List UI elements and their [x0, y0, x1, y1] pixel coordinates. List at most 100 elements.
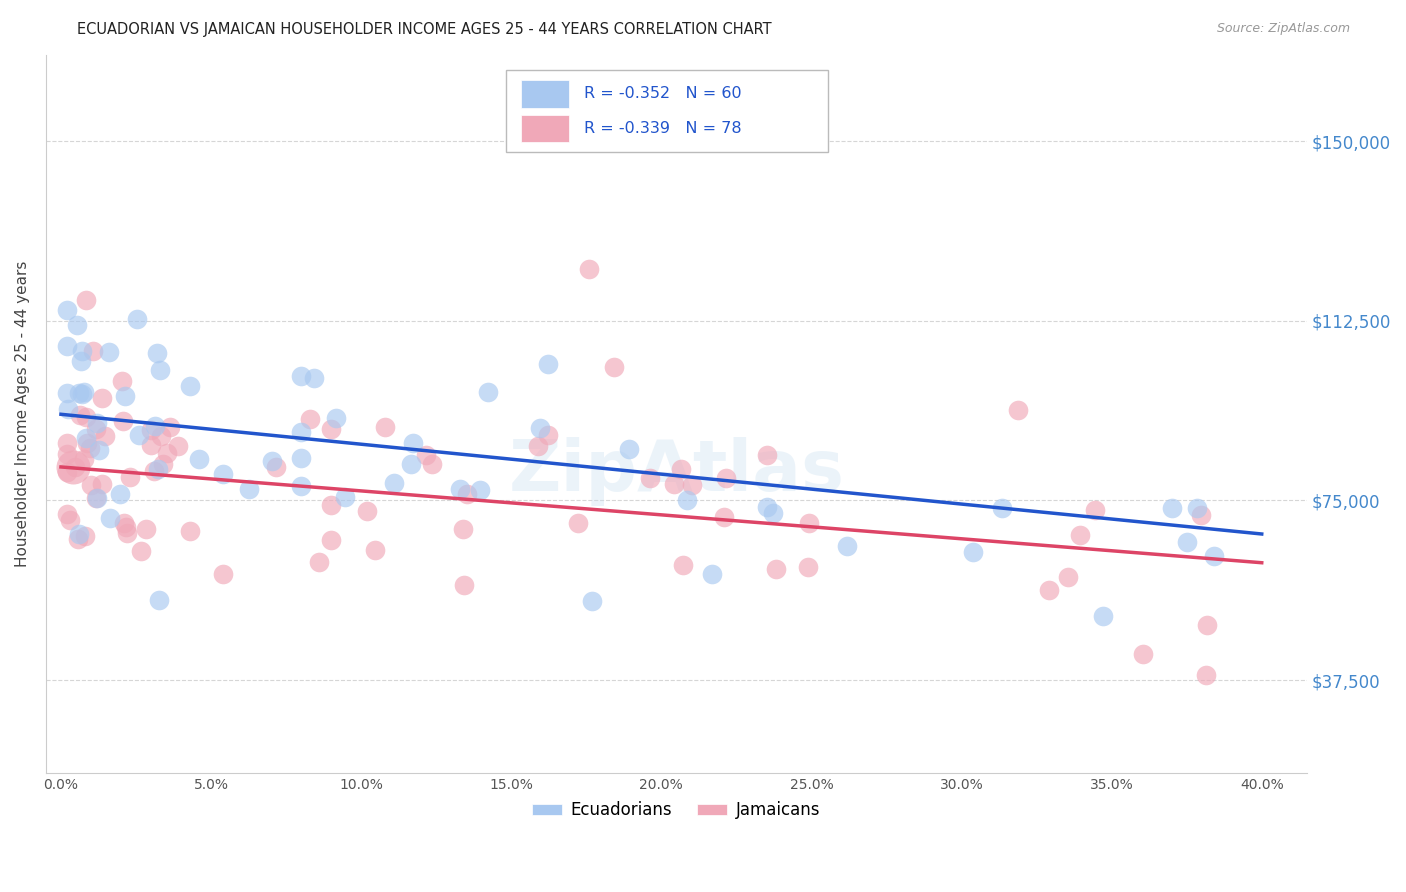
Point [797, 516, 820, 530]
Point [63, 460, 86, 475]
Point [420, 458, 443, 472]
Y-axis label: Householder Income Ages 25 - 44 years: Householder Income Ages 25 - 44 years [15, 261, 30, 567]
Point [211, 467, 233, 481]
Text: Source: ZipAtlas.com: Source: ZipAtlas.com [1216, 22, 1350, 36]
Point [139, 423, 162, 437]
Point [79, 441, 101, 455]
Point [567, 516, 589, 530]
Point [73, 385, 96, 400]
Point [167, 439, 190, 453]
Point [1187, 500, 1209, 515]
Point [66, 318, 89, 332]
Point [290, 368, 312, 383]
Point [290, 425, 312, 439]
Point [97, 344, 120, 359]
Point [333, 490, 356, 504]
Point [1189, 508, 1212, 523]
Point [1195, 667, 1218, 681]
Point [536, 357, 558, 371]
Point [67, 533, 90, 547]
Point [290, 479, 312, 493]
Point [298, 412, 321, 426]
Point [364, 543, 387, 558]
Point [1069, 528, 1091, 542]
Point [468, 483, 491, 497]
Text: ZipAtlas: ZipAtlas [509, 437, 845, 507]
Point [1057, 570, 1080, 584]
Point [537, 428, 560, 442]
Point [765, 562, 787, 576]
Point [135, 522, 157, 536]
Point [529, 420, 551, 434]
Point [110, 487, 132, 501]
FancyBboxPatch shape [506, 70, 828, 153]
Point [73, 452, 96, 467]
Point [56, 303, 79, 318]
FancyBboxPatch shape [522, 115, 569, 142]
Point [72, 344, 94, 359]
Point [56, 447, 79, 461]
Point [143, 464, 166, 478]
Point [91, 477, 114, 491]
Point [449, 482, 471, 496]
Point [75, 430, 97, 444]
Point [1038, 583, 1060, 598]
Point [67, 386, 90, 401]
Point [110, 374, 132, 388]
Point [617, 442, 640, 456]
Point [1160, 500, 1182, 515]
FancyBboxPatch shape [522, 80, 569, 108]
Point [797, 560, 820, 574]
Point [356, 504, 378, 518]
Point [374, 420, 396, 434]
Point [128, 427, 150, 442]
Point [321, 533, 343, 547]
Point [1195, 618, 1218, 632]
Point [152, 458, 174, 472]
Point [578, 262, 600, 277]
Point [67, 527, 90, 541]
Point [662, 476, 685, 491]
Point [149, 362, 172, 376]
Point [264, 459, 287, 474]
Point [415, 449, 437, 463]
Point [56, 508, 79, 522]
Point [302, 371, 325, 385]
Point [80, 477, 103, 491]
Point [453, 578, 475, 592]
Point [94, 428, 117, 442]
Point [75, 410, 97, 425]
Point [84, 422, 107, 436]
Point [148, 592, 170, 607]
Point [115, 525, 138, 540]
Point [86, 491, 108, 505]
Point [638, 471, 661, 485]
Point [114, 389, 136, 403]
Point [1204, 549, 1226, 563]
Point [56, 436, 79, 450]
Point [82, 344, 104, 359]
Point [159, 419, 181, 434]
Point [681, 478, 703, 492]
Point [325, 410, 347, 425]
Point [143, 419, 166, 434]
Point [90, 391, 112, 405]
Point [962, 545, 984, 559]
Point [755, 449, 778, 463]
Point [98, 511, 121, 525]
Point [212, 567, 235, 582]
Point [131, 544, 153, 558]
Point [1007, 402, 1029, 417]
Point [399, 457, 422, 471]
Text: R = -0.339   N = 78: R = -0.339 N = 78 [585, 121, 742, 136]
Point [382, 476, 405, 491]
Point [700, 567, 723, 582]
Point [835, 540, 858, 554]
Point [321, 498, 343, 512]
Legend: Ecuadorians, Jamaicans: Ecuadorians, Jamaicans [526, 795, 827, 826]
Point [716, 471, 738, 485]
Point [603, 359, 626, 374]
Point [581, 593, 603, 607]
Text: R = -0.352   N = 60: R = -0.352 N = 60 [585, 87, 742, 102]
Point [125, 311, 148, 326]
